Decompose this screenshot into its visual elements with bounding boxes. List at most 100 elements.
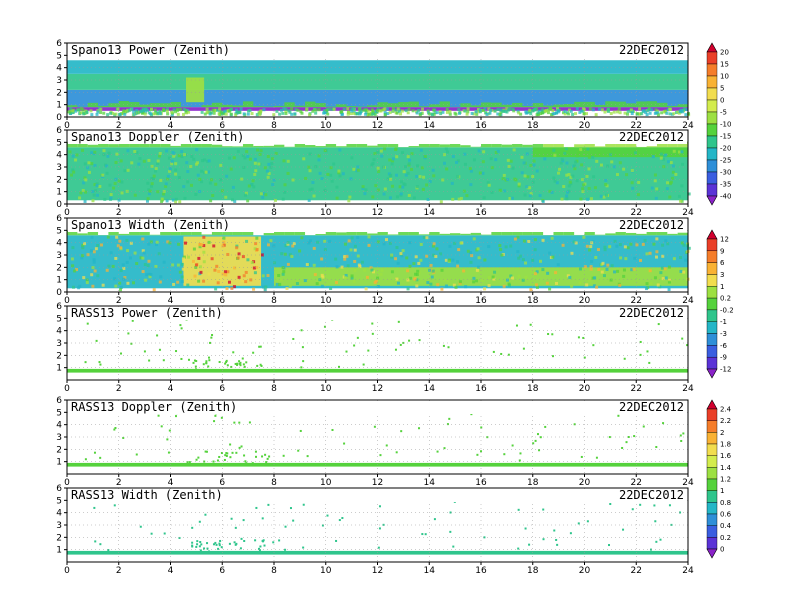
heatmap-cell xyxy=(618,283,622,287)
heatmap-cell xyxy=(444,284,448,288)
heatmap-cell xyxy=(126,168,130,172)
heatmap-cell xyxy=(528,186,532,190)
heatmap-cell xyxy=(130,107,134,111)
heatmap-cell xyxy=(180,357,183,360)
heatmap-cell xyxy=(551,255,555,259)
heatmap-cell xyxy=(67,141,78,148)
heatmap-cell xyxy=(216,281,220,285)
heatmap-cell xyxy=(272,113,276,117)
heatmap-cell xyxy=(326,112,330,116)
heatmap-cell xyxy=(652,242,656,246)
heatmap-cell xyxy=(245,150,249,154)
heatmap-cell xyxy=(106,154,110,158)
heatmap-cell xyxy=(238,446,241,449)
heatmap-cell xyxy=(219,112,223,116)
heatmap-cell xyxy=(343,442,346,445)
heatmap-cell xyxy=(254,242,258,246)
heatmap-cell xyxy=(552,148,556,152)
heatmap-cell xyxy=(262,108,266,112)
heatmap-cell xyxy=(453,111,457,115)
y-tick-label: 6 xyxy=(56,126,62,136)
heatmap-cell xyxy=(288,253,292,257)
heatmap-cell xyxy=(415,272,419,276)
heatmap-cell xyxy=(466,110,470,114)
heatmap-cell xyxy=(142,159,146,163)
heatmap-cell xyxy=(125,189,129,193)
heatmap-cell xyxy=(109,196,113,200)
heatmap-cell xyxy=(272,541,275,544)
heatmap-cell xyxy=(678,110,682,114)
x-tick-label: 22 xyxy=(631,208,642,218)
heatmap-cell xyxy=(401,185,405,189)
x-tick-label: 12 xyxy=(372,566,383,576)
heatmap-cell xyxy=(176,263,180,267)
heatmap-cell xyxy=(582,112,586,116)
heatmap-cell xyxy=(259,149,263,153)
heatmap-cell xyxy=(197,456,200,459)
colorbar-swatch xyxy=(706,467,718,480)
heatmap-cell xyxy=(101,173,105,177)
heatmap-cell xyxy=(281,111,285,115)
heatmap-cell xyxy=(529,163,533,167)
colorbar-label: 2.2 xyxy=(720,417,731,425)
heatmap-cell xyxy=(232,285,236,289)
x-tick-label: 6 xyxy=(219,566,225,576)
heatmap-cell xyxy=(278,539,281,542)
heatmap-cell xyxy=(305,101,316,108)
heatmap-cell xyxy=(235,110,239,114)
heatmap-cell xyxy=(290,107,294,111)
y-tick-label: 0 xyxy=(56,200,62,210)
heatmap-cell xyxy=(194,365,197,368)
heatmap-cell xyxy=(615,230,626,236)
heatmap-cell xyxy=(239,364,242,367)
heatmap-cell xyxy=(430,113,434,117)
heatmap-cell xyxy=(483,536,486,539)
heatmap-cell xyxy=(108,183,112,187)
heatmap-cell xyxy=(625,173,629,177)
heatmap-cell xyxy=(160,103,171,108)
heatmap-cell xyxy=(352,107,356,111)
heatmap-cell xyxy=(520,155,524,159)
heatmap-cell xyxy=(191,143,202,148)
heatmap-cell xyxy=(146,181,150,185)
heatmap-cell xyxy=(237,252,241,256)
heatmap-cell xyxy=(649,548,652,551)
x-tick-label: 14 xyxy=(424,478,436,488)
heatmap-cell xyxy=(655,187,659,191)
heatmap-cell xyxy=(220,416,223,419)
heatmap-cell xyxy=(67,105,78,108)
heatmap-cell xyxy=(639,353,642,356)
heatmap-cell xyxy=(388,111,392,115)
heatmap-cell xyxy=(429,268,433,272)
heatmap-cell xyxy=(532,103,544,108)
heatmap-cell xyxy=(644,287,648,291)
heatmap-cell xyxy=(222,104,233,108)
heatmap-cell xyxy=(390,162,394,166)
heatmap-cell xyxy=(197,256,201,260)
heatmap-cell xyxy=(93,150,97,154)
heatmap-cell xyxy=(364,111,368,115)
heatmap-cell xyxy=(377,546,380,549)
heatmap-cell xyxy=(456,260,460,264)
heatmap-cell xyxy=(606,263,610,267)
heatmap-cell xyxy=(406,278,410,282)
heatmap-cell xyxy=(587,279,591,283)
heatmap-cell xyxy=(343,276,347,280)
heatmap-cell xyxy=(95,193,99,197)
heatmap-cell xyxy=(335,185,339,189)
heatmap-cell xyxy=(77,143,88,148)
x-tick-label: 8 xyxy=(271,121,277,131)
y-tick-label: 6 xyxy=(56,39,62,49)
heatmap-cell xyxy=(238,110,242,114)
heatmap-cell xyxy=(180,106,192,108)
heatmap-cell xyxy=(219,110,223,114)
heatmap-cell xyxy=(217,112,221,116)
heatmap-cell xyxy=(350,109,354,113)
heatmap-cell xyxy=(114,161,118,165)
heatmap-cell xyxy=(472,158,476,162)
heatmap-cell xyxy=(70,173,74,177)
heatmap-cell xyxy=(515,324,518,327)
heatmap-cell xyxy=(564,147,568,151)
heatmap-cell xyxy=(592,344,595,347)
heatmap-cell xyxy=(286,159,290,163)
